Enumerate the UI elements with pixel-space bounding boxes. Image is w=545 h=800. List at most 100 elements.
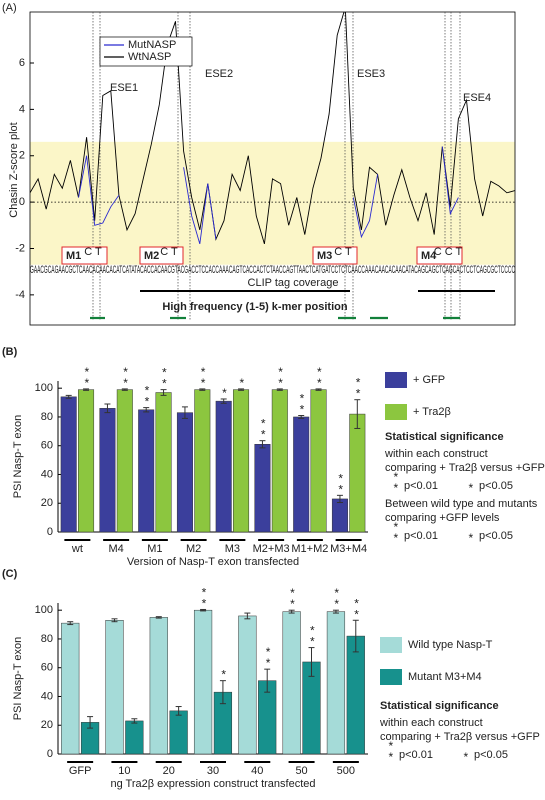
error-bar xyxy=(199,388,206,391)
bar xyxy=(346,635,365,755)
error-bar xyxy=(175,706,182,716)
key-text: within each construct xyxy=(379,717,483,729)
x-tick-label: M3 xyxy=(225,543,240,555)
bar xyxy=(149,617,168,755)
legend-label: WtNASP xyxy=(128,51,171,63)
bar xyxy=(349,413,366,533)
motif-letters: C C T xyxy=(434,246,463,258)
y-tick-label: 40 xyxy=(41,468,53,480)
bar xyxy=(125,720,144,755)
significance: * xyxy=(218,386,232,397)
significance: ** xyxy=(197,585,211,607)
motif-label: M4 xyxy=(421,250,437,262)
significance: ** xyxy=(285,586,299,608)
y-tick-label: 2 xyxy=(19,150,25,162)
x-axis-label: Version of Nasp-T exon transfected xyxy=(127,556,299,568)
x-tick-label: 20 xyxy=(163,765,175,777)
error-bar xyxy=(354,399,361,429)
y-tick-label: 60 xyxy=(41,440,53,452)
y-axis-label: Chasin Z-score plot xyxy=(8,122,20,217)
bar xyxy=(282,611,301,755)
error-bar xyxy=(298,415,305,419)
error-bar xyxy=(200,608,207,612)
error-bar xyxy=(288,609,295,614)
x-tick-label: wt xyxy=(71,543,83,555)
key-label: p<0.01 xyxy=(399,749,433,761)
y-tick-label: 0 xyxy=(47,526,53,538)
x-axis-label: ng Tra2β expression construct transfecte… xyxy=(110,778,315,790)
x-tick-label: M1 xyxy=(147,543,162,555)
key-label: p<0.05 xyxy=(479,480,513,492)
key-text: comparing +GFP levels xyxy=(385,512,500,524)
annotation: ESE4 xyxy=(463,92,491,104)
y-tick-label: -4 xyxy=(15,289,25,301)
key-label: p<0.01 xyxy=(404,530,438,542)
plot-frame xyxy=(29,11,516,326)
bar xyxy=(293,416,310,533)
legend-swatch xyxy=(385,372,407,388)
error-bar xyxy=(336,494,343,504)
motif-letters: C T xyxy=(84,246,102,258)
significance: ** xyxy=(261,645,275,667)
series-line xyxy=(78,146,459,245)
error-bar xyxy=(67,621,74,626)
error-bar xyxy=(220,398,227,404)
bar xyxy=(99,408,116,533)
bar xyxy=(60,396,77,533)
key-symbol: ** xyxy=(389,520,403,542)
x-tick-label: 50 xyxy=(295,765,307,777)
bar xyxy=(310,389,327,533)
error-bar xyxy=(238,388,245,391)
significance: ** xyxy=(350,596,364,618)
significance: * xyxy=(235,376,249,387)
sequence: GAACGCAGAACGCTCAACACAACACATCATATACACCACA… xyxy=(30,264,515,276)
motif-box xyxy=(61,246,108,265)
key-symbol: * xyxy=(459,750,473,761)
error-bar xyxy=(259,440,266,449)
legend-label: + Tra2β xyxy=(413,406,451,418)
y-tick-label: 20 xyxy=(41,497,53,509)
panel-label: (C) xyxy=(2,568,18,580)
y-tick-label: 100 xyxy=(35,604,53,616)
significance: ** xyxy=(330,586,344,608)
significance: ** xyxy=(295,392,309,414)
bar xyxy=(61,622,80,755)
bar xyxy=(233,389,250,533)
y-tick-label: 0 xyxy=(19,196,25,208)
panel-label: (B) xyxy=(2,346,18,358)
legend-label: + GFP xyxy=(413,374,445,386)
significance: ** xyxy=(274,365,288,387)
error-bar xyxy=(83,388,90,391)
motif-box xyxy=(139,246,184,265)
panel-label: (A) xyxy=(2,2,17,14)
significance: ** xyxy=(80,365,94,387)
bar xyxy=(331,498,348,533)
significance: ** xyxy=(256,417,270,439)
error-bar xyxy=(352,619,359,653)
x-tick-label: M3+M4 xyxy=(330,543,367,555)
key-text: comparing + Tra2β versus +GFP xyxy=(380,731,540,743)
significance: ** xyxy=(351,376,365,398)
error-bar xyxy=(332,609,339,614)
kmer-label: High frequency (1-5) k-mer position xyxy=(162,301,347,313)
y-band xyxy=(30,141,515,265)
bar xyxy=(254,444,271,533)
y-tick-label: 40 xyxy=(41,690,53,702)
bar xyxy=(155,392,172,533)
y-tick-label: 60 xyxy=(41,662,53,674)
error-bar xyxy=(87,716,94,729)
y-tick-label: 80 xyxy=(41,633,53,645)
key-text: Statistical significance xyxy=(380,700,499,712)
clip-label: CLIP tag coverage xyxy=(248,277,339,289)
bar xyxy=(176,412,193,533)
x-tick-label: M2+M3 xyxy=(253,543,290,555)
error-bar xyxy=(264,668,271,693)
series-line xyxy=(30,12,515,245)
y-tick-label: 0 xyxy=(47,748,53,760)
bar xyxy=(215,400,232,533)
legend-label: Wild type Nasp-T xyxy=(408,639,493,651)
key-text: within each construct xyxy=(384,448,488,460)
y-tick-label: 20 xyxy=(41,719,53,731)
